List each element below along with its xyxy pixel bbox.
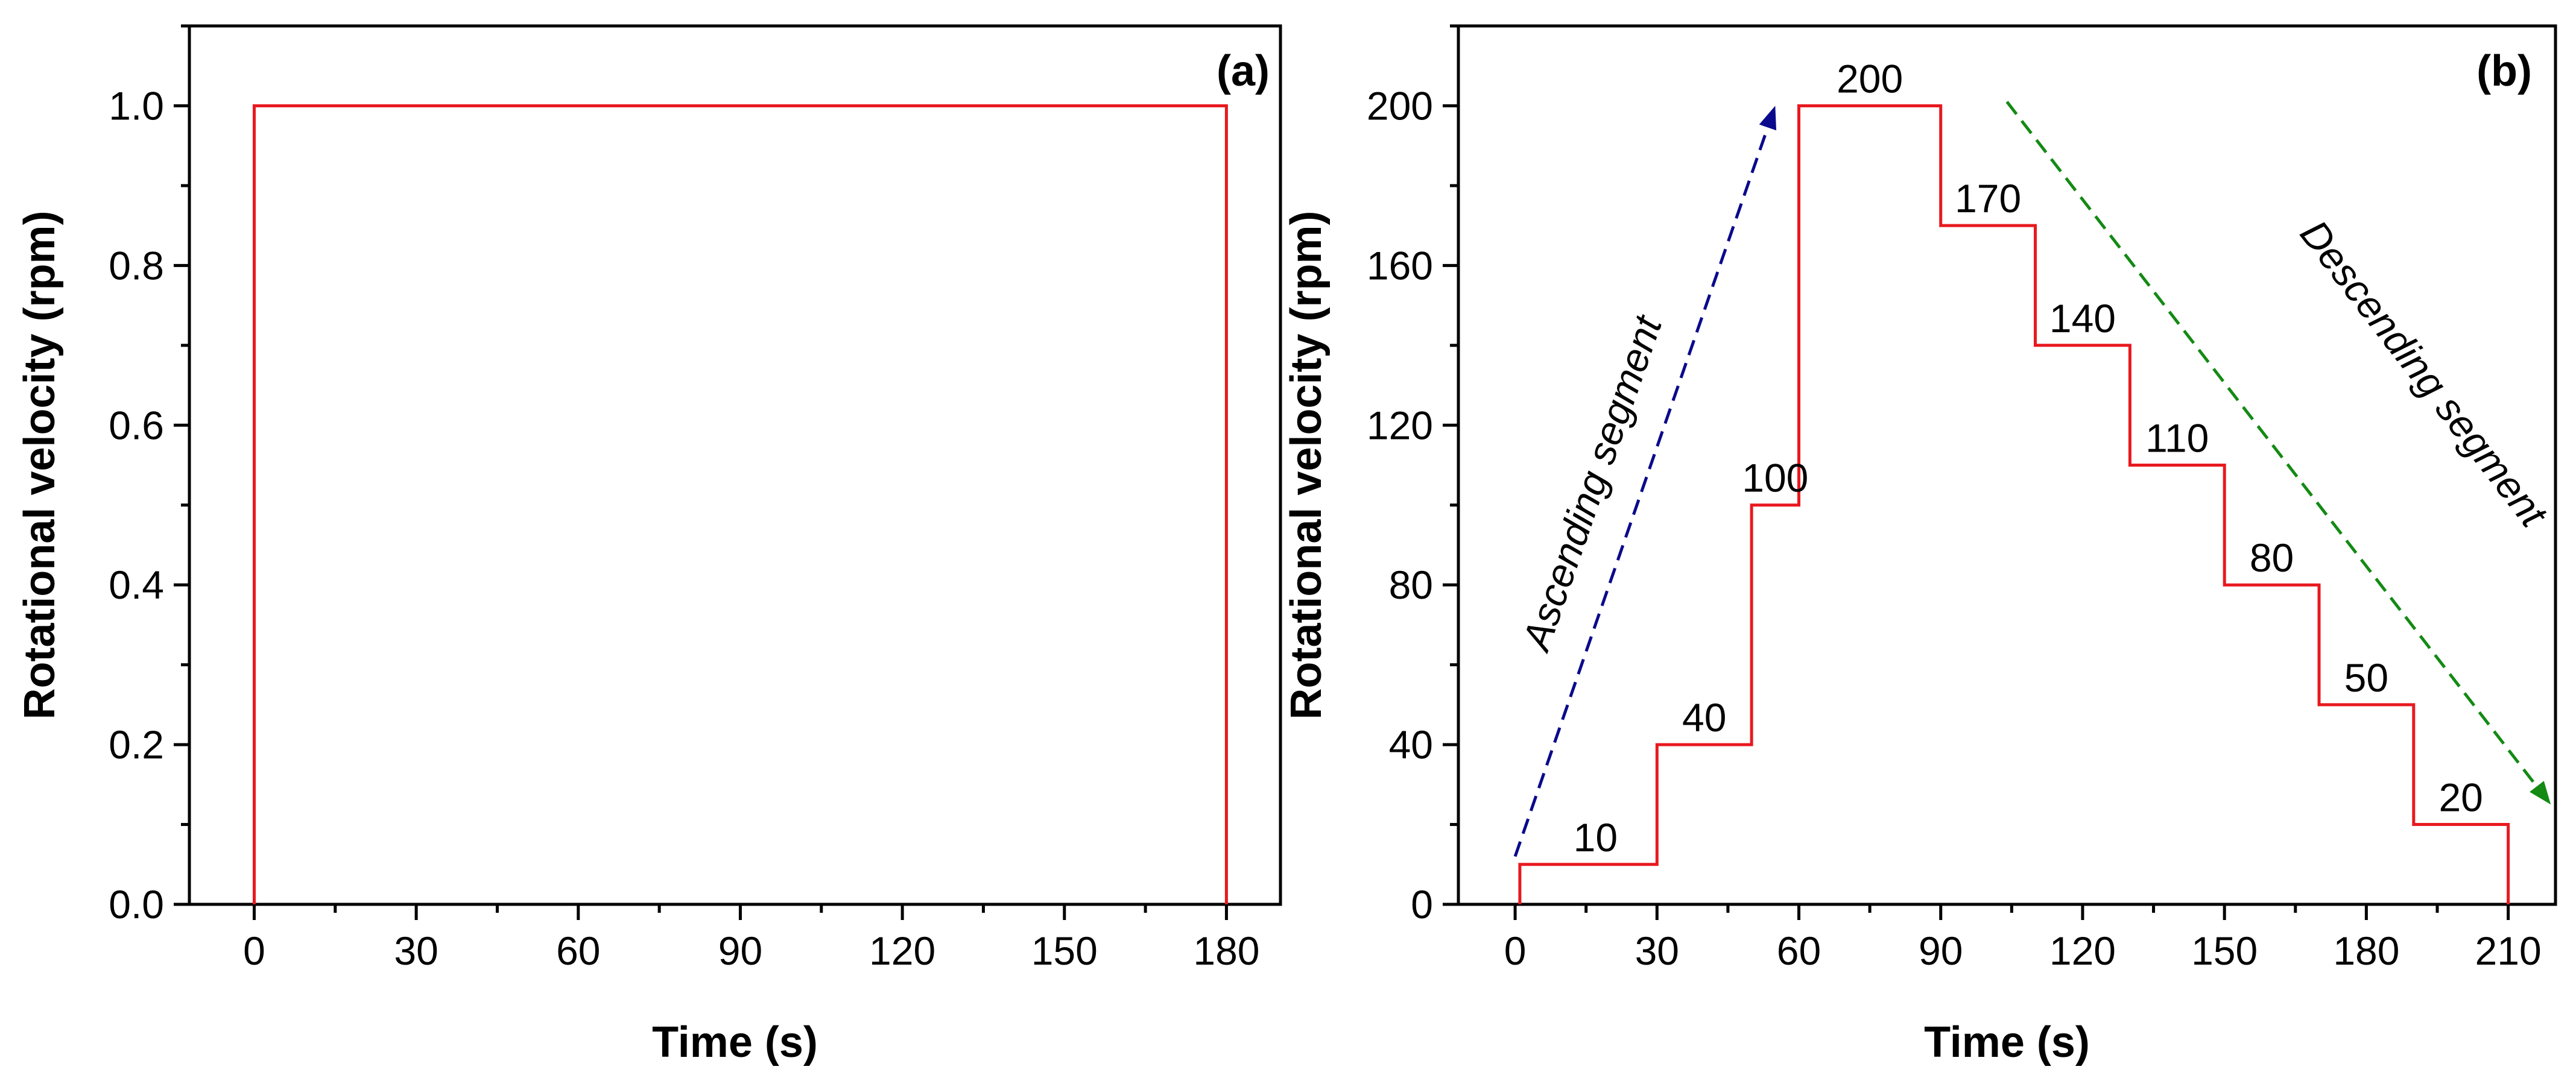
panel-a-y-tick-label: 0.2 bbox=[109, 722, 164, 767]
panel-b-x-tick-label: 0 bbox=[1504, 928, 1527, 973]
panel-a-x-tick-label: 60 bbox=[556, 928, 600, 973]
panel-b-annotation-arrowhead-1 bbox=[2530, 781, 2551, 805]
panel-b-step-label: 140 bbox=[2049, 296, 2116, 341]
panel-a-x-tick-label: 30 bbox=[394, 928, 438, 973]
panel-a-y-tick-label: 0.8 bbox=[109, 243, 164, 288]
panel-b-step-label: 10 bbox=[1574, 815, 1618, 860]
panel-b-x-axis-title: Time (s) bbox=[1924, 1018, 2090, 1067]
panel-a-y-tick-label: 0.0 bbox=[109, 882, 164, 927]
panel-a-y-axis-title: Rotational velocity (rpm) bbox=[16, 210, 64, 719]
panel-a-y-tick-label: 0.6 bbox=[109, 403, 164, 447]
panel-b-step-label: 200 bbox=[1837, 56, 1903, 101]
panel-b-y-tick-label: 200 bbox=[1367, 83, 1433, 128]
panel-b-x-tick-label: 30 bbox=[1635, 928, 1679, 973]
panel-b-x-tick-label: 60 bbox=[1777, 928, 1821, 973]
panel-b-step-label: 80 bbox=[2250, 535, 2294, 580]
panel-a-x-tick-label: 180 bbox=[1193, 928, 1259, 973]
panel-b-x-tick-label: 90 bbox=[1919, 928, 1963, 973]
panel-a-y-tick-label: 1.0 bbox=[109, 83, 164, 128]
panel-a-plot-frame bbox=[188, 24, 1282, 906]
panel-a: 0 30 60 90 120 150 180 0.0 0.2 0.4 0.6 0.8 1.0 Time (… bbox=[16, 24, 1282, 1067]
panel-b-x-tick-label: 150 bbox=[2191, 928, 2258, 973]
panel-b-step-label: 50 bbox=[2344, 655, 2388, 700]
panel-a-x-axis-title: Time (s) bbox=[652, 1018, 818, 1067]
panel-b-annotation-text-0: Ascending segment bbox=[1513, 309, 1671, 657]
panel-b-step-label: 110 bbox=[2145, 416, 2209, 461]
panel-b-step-label: 170 bbox=[1955, 176, 2021, 221]
panel-b-step-label: 40 bbox=[1682, 695, 1726, 740]
panel-b-plot-frame bbox=[1457, 24, 2557, 906]
panel-b-step-label: 20 bbox=[2438, 775, 2483, 820]
panel-b-x-tick-label: 210 bbox=[2475, 928, 2542, 973]
panel-b-y-axis-title: Rotational velocity (rpm) bbox=[1282, 210, 1331, 719]
panel-b-x-tick-label: 180 bbox=[2333, 928, 2399, 973]
panel-b-x-tick-label: 120 bbox=[2049, 928, 2116, 973]
panel-a-y-tick-label: 0.4 bbox=[109, 562, 164, 607]
panel-b-step-label: 100 bbox=[1742, 456, 1808, 500]
panel-a-x-tick-label: 120 bbox=[869, 928, 935, 973]
panel-b: 0 30 60 90 120 150 180 210 0 40 80 120 160 200 Time (s… bbox=[1282, 24, 2557, 1067]
panel-a-panel-label: (a) bbox=[1217, 47, 1270, 95]
panel-a-x-tick-label: 0 bbox=[243, 928, 265, 973]
panel-b-y-tick-label: 80 bbox=[1389, 562, 1433, 607]
panel-b-annotation-arrow-0 bbox=[1513, 127, 1770, 857]
panel-b-panel-label: (b) bbox=[2476, 47, 2532, 95]
panel-a-x-tick-label: 150 bbox=[1031, 928, 1098, 973]
panel-b-annotation-arrowhead-0 bbox=[1759, 106, 1777, 131]
panel-b-y-tick-label: 0 bbox=[1411, 882, 1433, 927]
panel-b-y-tick-label: 40 bbox=[1389, 722, 1433, 767]
panel-a-series-line bbox=[253, 104, 1228, 904]
panel-b-annotation-text-1: Descending segment bbox=[2292, 212, 2557, 536]
panel-b-y-tick-label: 120 bbox=[1367, 403, 1433, 447]
panel-a-x-tick-label: 90 bbox=[718, 928, 762, 973]
panel-b-y-tick-label: 160 bbox=[1367, 243, 1433, 288]
panel-b-series-line bbox=[1518, 104, 2510, 904]
